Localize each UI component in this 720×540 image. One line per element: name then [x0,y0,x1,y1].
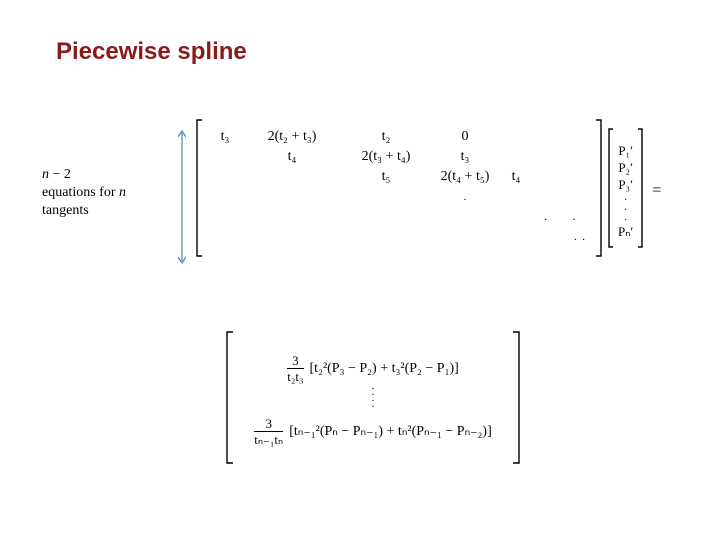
annotation-line3: tangents [42,202,162,220]
pvec-dot2: . [618,203,633,213]
m-dot2: . [487,207,553,227]
m-r1c1: t₃ [207,127,243,147]
m-r1c2: 2(t₂ + t₃) [247,127,337,147]
pvec-right-bracket-icon [637,127,644,254]
m-r3c4: 2(t₄ + t₅) [435,167,495,187]
pvec-left-bracket-icon [607,127,614,254]
m-r2c4: t₃ [435,147,495,167]
m-dot1: . [435,187,495,207]
rhs-frac1-num: 3 [287,354,303,369]
coefficient-matrix: t₃ 2(t₂ + t₃) t₂ 0 t₄ 2(t₃ + t₄) t₃ t₅ 2… [207,126,591,256]
pvec-dot1: . [618,193,633,203]
rhs-fracn-den: tₙ₋₁tₙ [254,432,283,446]
m-r2c2: t₄ [247,147,337,167]
pvec-dot3: . [618,213,633,223]
m-dot2b: . [557,207,591,227]
m-dot3: . . [551,227,585,247]
rhs-frac1-den: t₂t₃ [287,369,303,383]
annotation-line1: n − 2 [42,166,162,184]
tridiagonal-equation: t₃ 2(t₂ + t₃) t₂ 0 t₄ 2(t₃ + t₄) t₃ t₅ 2… [195,118,695,263]
m-r1c3: t₂ [341,127,431,147]
pvec-p3: P₃′ [618,176,633,193]
annotation-minus2: − 2 [49,167,71,182]
m-r2c3: 2(t₃ + t₄) [341,147,431,167]
rhs-left-bracket-icon [225,330,234,470]
m-r1c4: 0 [435,127,495,147]
pvec-p2: P₂′ [618,159,633,176]
rhs-row1-body: [t₂²(P₃ − P₂) + t₃²(P₂ − P₁)] [308,361,459,376]
page-title: Piecewise spline [56,38,247,66]
vertical-double-arrow-icon [178,129,186,265]
equals-sign: = [648,182,661,200]
annotation-block: n − 2 equations for n tangents [42,166,162,221]
rhs-row-1: 3 t₂t₃ [t₂²(P₃ − P₂) + t₃²(P₂ − P₁)] [238,354,508,383]
rhs-frac-n: 3 tₙ₋₁tₙ [254,417,283,446]
annotation-n2: n [119,185,126,200]
m-r3c5: t₄ [499,167,533,187]
p-vector: P₁′ P₂′ P₃′ . . . Pₙ′ [618,142,633,240]
rhs-right-bracket-icon [512,330,521,470]
rhs-vector: 3 t₂t₃ [t₂²(P₃ − P₂) + t₃²(P₂ − P₁)] . .… [225,330,521,470]
title-text: Piecewise spline [56,38,247,65]
rhs-frac-1: 3 t₂t₃ [287,354,303,383]
right-bracket-icon [595,118,603,263]
rhs-fracn-num: 3 [254,417,283,432]
m-r3c3: t₅ [341,167,431,187]
annotation-eqfor: equations for [42,185,119,200]
rhs-row-n: 3 tₙ₋₁tₙ [tₙ₋₁²(Pₙ − Pₙ₋₁) + tₙ²(Pₙ₋₁ − … [238,417,508,446]
annotation-line2: equations for n [42,184,162,202]
annotation-n1: n [42,167,49,182]
rhs-rown-body: [tₙ₋₁²(Pₙ − Pₙ₋₁) + tₙ²(Pₙ₋₁ − Pₙ₋₂)] [287,424,492,439]
pvec-pn: Pₙ′ [618,223,633,240]
left-bracket-icon [195,118,203,263]
pvec-p1: P₁′ [618,142,633,159]
